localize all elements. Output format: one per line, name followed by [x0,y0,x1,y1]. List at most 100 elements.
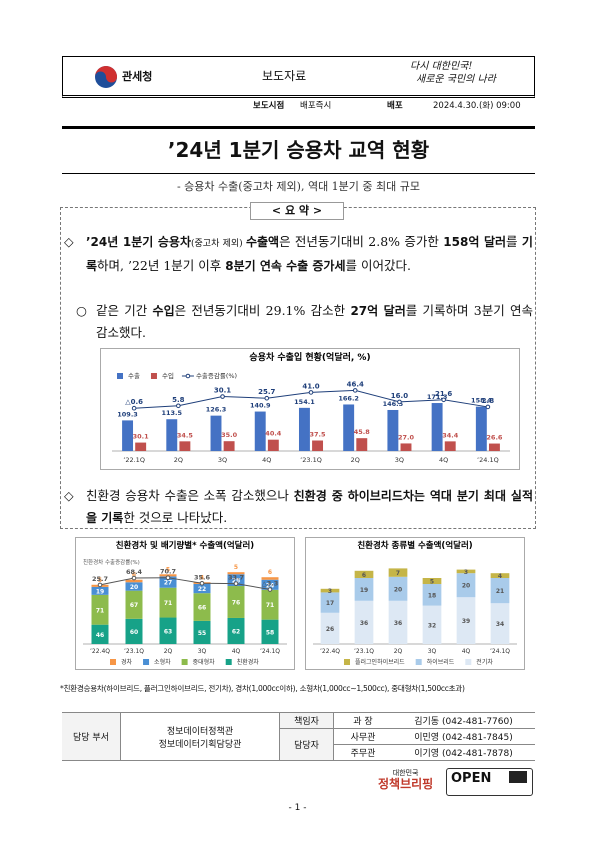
bullet: ◇ [64,488,74,503]
line-point [267,587,273,592]
text-run: 친환경 승용차 수출은 소폭 감소했으나 [86,488,294,503]
value-label: 58 [266,629,274,636]
dist-label: 배포 [387,101,403,111]
bar-segment [388,568,408,577]
text-run: 158억 달러 [443,235,507,249]
value-label: 34.5 [177,431,194,439]
value-label: 71 [164,600,172,607]
bar-segment [159,574,177,577]
value-label: 46.4 [347,380,364,388]
value-label: 154.1 [294,398,315,406]
person-title: 과 장 [333,712,392,729]
bar [400,443,412,451]
value-label: 20 [394,586,402,593]
bar [356,438,368,451]
header-box [62,56,535,98]
legend-label: 친환경차 [237,658,260,666]
chart: 친환경차 및 배기량별* 수출액(억달러) ’22.4Q ’23.1Q 2Q 3Q 4Q ’… [75,537,295,670]
value-label: 55 [198,630,206,637]
logo [95,66,117,88]
line-point [176,403,181,409]
bar-segment [91,624,109,644]
line-point [199,581,205,586]
paragraph: ◇ ’24년 1분기 승용차(중고차 제외) 수출액은 전년동기대비 2.8% 증… [64,231,533,277]
value-label: 22 [198,586,206,593]
value-label: 39 [462,618,470,625]
value-label: 37.5 [310,431,327,439]
bar-segment [227,617,245,644]
line-point [233,581,239,586]
chart-title: 승용차 수출입 현황(억달러, %) [249,351,370,363]
text-run: 8분기 연속 수출 증가세 [225,259,346,273]
briefing-top: 대한민국 [392,769,419,777]
value-label: 25.7 [92,575,108,583]
value-label: 62 [232,628,240,635]
legend-swatch [110,659,116,665]
value-label: 66 [198,605,206,612]
chart-title: 친환경차 및 배기량별* 수출액(억달러) [116,540,255,551]
value-label: 67 [130,602,138,609]
value-label: 4 [200,574,204,581]
bar-segment [320,592,340,613]
subtitle: - 승용차 수출(중고차 제외), 역대 1분기 중 최대 규모 [176,180,421,193]
value-label: 30.1 [214,387,231,395]
value-label: 3 [464,569,468,576]
bar-segment [456,597,476,644]
slogan-line: 다시 대한민국! [410,61,473,72]
bar-segment [193,593,211,621]
bar-segment [354,578,374,601]
person: 이기영 (042-481-7878) [392,744,535,761]
bar-segment [125,579,143,583]
value-label: 113.5 [161,409,182,417]
legend-swatch [181,659,188,665]
value-label: 32 [428,622,436,629]
x-tick-label: 4Q [262,456,271,464]
value-label: △0.6 [125,398,143,406]
value-label: 6 [132,572,136,579]
value-label: 25.7 [258,388,275,396]
line-title: 친환경차 수출증감률(%) [83,558,140,566]
value-label: 18 [428,592,436,599]
legend-swatch [117,373,123,379]
bar-segment [227,572,245,575]
value-label: 28 [232,578,240,585]
value-label: 46 [96,632,104,639]
value-label: 4 [498,573,502,580]
legend-swatch [185,373,191,379]
text-run: (중고차 제외) [191,239,246,249]
text-run: 같은 기간 [96,303,153,318]
title-box [62,126,535,174]
chart-frame [75,537,295,670]
bar [223,441,235,451]
x-tick-label: ’23.1Q [354,648,374,655]
bullet: ◇ [64,234,74,249]
value-label: 126.3 [206,406,227,414]
bar-segment [456,569,476,574]
bar [210,415,222,451]
open-icon [509,771,527,783]
footnote: *친환경승용차(하이브리드, 플러그인하이브리드, 전기차), 경차(1,000… [60,684,465,693]
bar [298,407,310,451]
value-label: △3.3 [262,580,279,588]
bar-segment [422,605,442,644]
dept: 정보데이터정책관 정보데이터기획담당관 [120,712,280,761]
text-run: 수출액 [245,235,280,249]
value-label: 36 [360,620,368,627]
bar-segment [320,588,340,593]
release-time: 배포즉시 [300,101,332,111]
bar [431,403,443,451]
summary-label: < 요 약 > [250,202,344,220]
bar-segment [227,574,245,587]
value-label: 7 [396,570,400,577]
value-label: 109.3 [117,410,138,418]
open-text: OPEN [451,771,492,786]
paragraph: ○ 같은 기간 수입은 전년동기대비 29.1% 감소한 27억 달러를 기록하며… [76,300,533,344]
line-point [131,575,137,581]
x-tick-label: ’22.4Q [320,648,340,655]
chart: 친환경차 종류별 수출액(억달러) ’22.4Q ’23.1Q 2Q 3Q 4Q ’24.1… [305,537,525,670]
slogan-line: 새로운 국민의 나라 [416,74,496,85]
text-run: 친환경 중 하이브리드차는 역대 분기 최대 실적을 기록 [86,489,533,525]
x-tick-label: 3Q [218,456,227,464]
line-point [97,582,103,588]
line-point [264,395,270,401]
